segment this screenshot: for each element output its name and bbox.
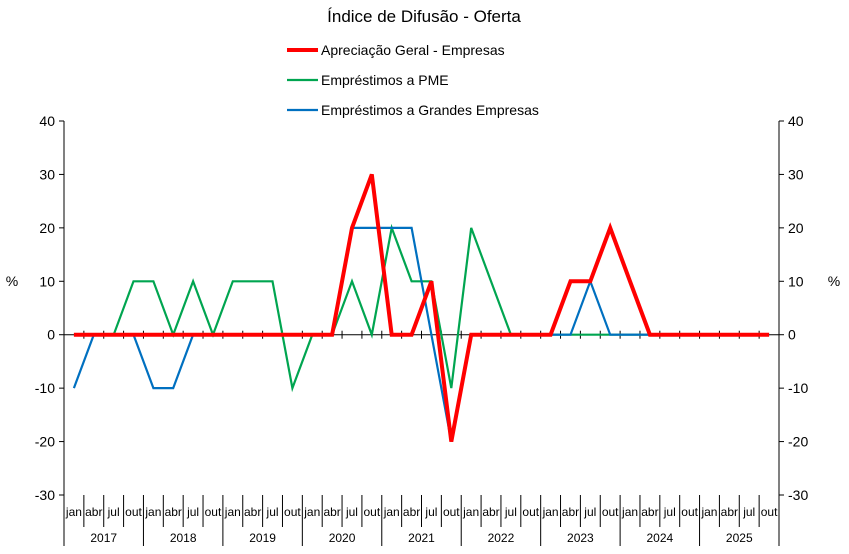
year-label: 2018 [170,531,197,545]
month-tick-label: jul [742,505,755,519]
y-axis-label-right: % [828,273,840,289]
month-tick-label: jan [303,505,320,519]
legend: Apreciação Geral - Empresas Empréstimos a… [287,42,539,118]
y-tick-label-left: 0 [47,327,55,343]
month-tick-label: out [284,505,301,519]
month-tick-label: jul [345,505,358,519]
month-tick-label: jan [542,505,559,519]
month-tick-label: out [443,505,460,519]
month-tick-label: out [602,505,619,519]
month-tick-label: out [681,505,698,519]
month-tick-label: jul [583,505,596,519]
month-tick-label: out [364,505,381,519]
y-tick-label-left: -30 [35,487,55,503]
month-tick-label: abr [403,505,420,519]
legend-label: Empréstimos a PME [321,72,449,88]
y-tick-label-left: 40 [39,113,55,129]
y-tick-label-right: 20 [788,220,804,236]
year-label: 2024 [646,531,673,545]
y-tick-label-right: 30 [788,166,804,182]
year-label: 2021 [408,531,435,545]
month-tick-label: abr [244,505,261,519]
month-tick-label: jan [462,505,479,519]
month-tick-label: abr [323,505,340,519]
month-tick-label: jul [186,505,199,519]
y-tick-label-left: -20 [35,434,55,450]
month-tick-label: jul [107,505,120,519]
month-tick-label: out [522,505,539,519]
month-tick-label: abr [641,505,658,519]
month-tick-label: jan [224,505,241,519]
y-tick-label-right: 0 [788,327,796,343]
month-tick-label: jan [383,505,400,519]
year-label: 2019 [249,531,276,545]
y-tick-label-right: 10 [788,273,804,289]
y-tick-label-right: -30 [788,487,808,503]
month-tick-label: jul [663,505,676,519]
year-label: 2022 [488,531,515,545]
legend-label: Empréstimos a Grandes Empresas [321,102,539,118]
month-tick-label: jul [266,505,279,519]
month-tick-label: jan [144,505,161,519]
y-tick-label-left: -10 [35,380,55,396]
y-tick-label-left: 20 [39,220,55,236]
y-tick-label-right: 40 [788,113,804,129]
month-tick-label: abr [562,505,579,519]
month-tick-label: abr [721,505,738,519]
month-tick-label: abr [85,505,102,519]
y-axis-label-left: % [6,273,18,289]
year-label: 2025 [726,531,753,545]
series-lines [72,173,770,442]
y-tick-label-right: -20 [788,434,808,450]
month-tick-label: jan [621,505,638,519]
month-tick-label: out [205,505,222,519]
chart-title: Índice de Difusão - Oferta [327,7,521,26]
month-tick-label: jan [700,505,717,519]
y-tick-label-left: 30 [39,166,55,182]
series-line-0 [73,173,770,442]
month-tick-label: jul [504,505,517,519]
legend-label: Apreciação Geral - Empresas [321,42,505,58]
y-tick-label-left: 10 [39,273,55,289]
month-tick-label: jan [65,505,82,519]
month-tick-label: out [125,505,142,519]
year-label: 2023 [567,531,594,545]
year-label: 2017 [90,531,117,545]
year-label: 2020 [329,531,356,545]
month-tick-label: abr [165,505,182,519]
month-tick-label: abr [482,505,499,519]
month-tick-label: out [761,505,778,519]
y-tick-label-right: -10 [788,380,808,396]
month-tick-label: jul [424,505,437,519]
